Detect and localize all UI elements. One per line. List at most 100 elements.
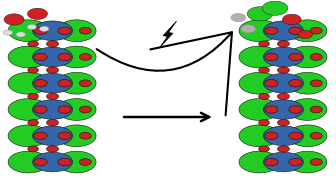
Ellipse shape	[263, 47, 303, 67]
Ellipse shape	[47, 146, 58, 152]
Ellipse shape	[288, 46, 327, 68]
Ellipse shape	[239, 99, 280, 120]
Ellipse shape	[265, 53, 278, 61]
Ellipse shape	[58, 158, 71, 166]
Ellipse shape	[34, 132, 47, 139]
Ellipse shape	[33, 47, 73, 67]
Ellipse shape	[47, 119, 58, 126]
Ellipse shape	[263, 126, 303, 146]
Ellipse shape	[263, 74, 303, 93]
Ellipse shape	[263, 100, 303, 119]
Ellipse shape	[34, 80, 47, 87]
Ellipse shape	[28, 93, 39, 99]
Ellipse shape	[33, 100, 73, 119]
Ellipse shape	[3, 30, 13, 35]
Ellipse shape	[58, 106, 71, 113]
Ellipse shape	[57, 151, 96, 173]
FancyArrowPatch shape	[97, 32, 232, 115]
Ellipse shape	[34, 106, 47, 113]
Ellipse shape	[58, 27, 71, 34]
Ellipse shape	[58, 132, 71, 139]
Ellipse shape	[28, 120, 39, 126]
Ellipse shape	[79, 27, 91, 34]
Ellipse shape	[47, 67, 58, 73]
Ellipse shape	[265, 132, 278, 139]
Ellipse shape	[310, 27, 322, 34]
Ellipse shape	[278, 146, 289, 152]
Ellipse shape	[259, 146, 269, 152]
Ellipse shape	[265, 106, 278, 113]
Ellipse shape	[58, 53, 71, 61]
Ellipse shape	[79, 80, 91, 87]
Ellipse shape	[33, 126, 73, 146]
Ellipse shape	[33, 152, 73, 172]
Ellipse shape	[289, 132, 302, 139]
Ellipse shape	[79, 54, 91, 60]
Ellipse shape	[8, 99, 49, 120]
Ellipse shape	[34, 27, 47, 34]
Ellipse shape	[239, 72, 280, 94]
Ellipse shape	[57, 46, 96, 68]
Ellipse shape	[239, 151, 280, 173]
Ellipse shape	[288, 20, 327, 42]
Ellipse shape	[34, 158, 47, 166]
Ellipse shape	[47, 93, 58, 100]
Ellipse shape	[278, 41, 289, 47]
Ellipse shape	[262, 1, 288, 15]
Ellipse shape	[283, 14, 301, 25]
Ellipse shape	[310, 80, 322, 87]
Ellipse shape	[16, 32, 26, 37]
Ellipse shape	[265, 27, 278, 34]
Ellipse shape	[57, 99, 96, 120]
Ellipse shape	[241, 25, 256, 33]
Ellipse shape	[310, 54, 322, 60]
Ellipse shape	[239, 46, 280, 68]
Ellipse shape	[28, 41, 39, 47]
Ellipse shape	[289, 53, 302, 61]
Ellipse shape	[278, 93, 289, 100]
Ellipse shape	[8, 125, 49, 147]
Ellipse shape	[288, 151, 327, 173]
Ellipse shape	[310, 159, 322, 165]
Ellipse shape	[79, 159, 91, 165]
Ellipse shape	[58, 80, 71, 87]
Ellipse shape	[265, 158, 278, 166]
Ellipse shape	[239, 20, 280, 42]
Ellipse shape	[288, 99, 327, 120]
Ellipse shape	[40, 26, 49, 31]
Ellipse shape	[259, 120, 269, 126]
Ellipse shape	[247, 7, 273, 21]
Ellipse shape	[259, 93, 269, 99]
Ellipse shape	[310, 132, 322, 139]
Ellipse shape	[288, 72, 327, 94]
Ellipse shape	[79, 132, 91, 139]
Ellipse shape	[8, 72, 49, 94]
Ellipse shape	[33, 74, 73, 93]
Ellipse shape	[265, 80, 278, 87]
Polygon shape	[160, 21, 176, 48]
Ellipse shape	[33, 21, 73, 40]
Ellipse shape	[259, 67, 269, 73]
Ellipse shape	[288, 125, 327, 147]
Ellipse shape	[57, 72, 96, 94]
Ellipse shape	[4, 14, 24, 25]
Ellipse shape	[27, 24, 37, 30]
Ellipse shape	[263, 21, 303, 40]
Ellipse shape	[263, 152, 303, 172]
Ellipse shape	[57, 20, 96, 42]
Ellipse shape	[289, 80, 302, 87]
Ellipse shape	[8, 46, 49, 68]
Ellipse shape	[289, 27, 302, 34]
Ellipse shape	[79, 106, 91, 113]
Ellipse shape	[289, 106, 302, 113]
Ellipse shape	[278, 67, 289, 73]
Ellipse shape	[28, 67, 39, 73]
Ellipse shape	[278, 119, 289, 126]
Ellipse shape	[28, 146, 39, 152]
Ellipse shape	[8, 20, 49, 42]
Ellipse shape	[259, 41, 269, 47]
Ellipse shape	[231, 13, 246, 22]
Ellipse shape	[298, 30, 312, 39]
Ellipse shape	[289, 158, 302, 166]
Ellipse shape	[34, 53, 47, 61]
